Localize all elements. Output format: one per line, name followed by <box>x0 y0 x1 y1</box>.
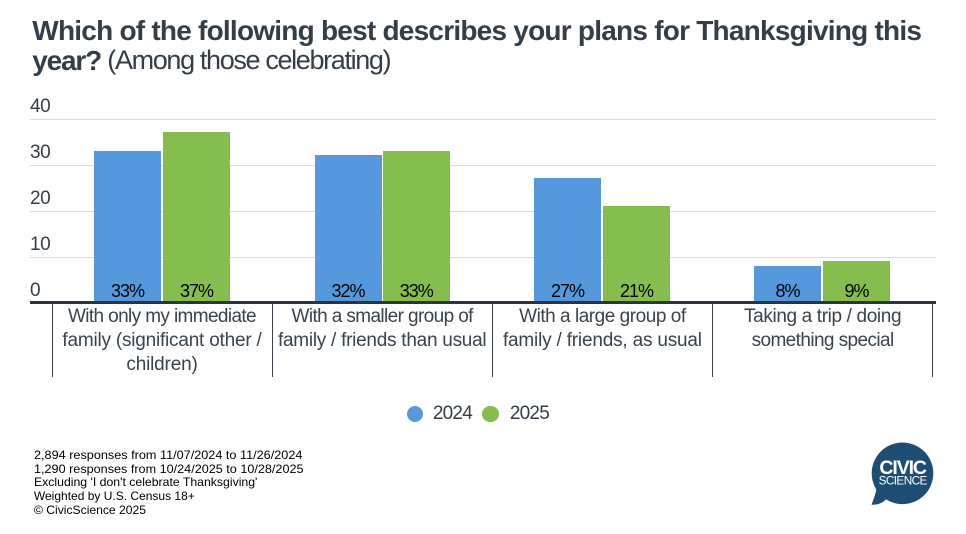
svg-text:SCIENCE: SCIENCE <box>879 474 928 488</box>
svg-text:CIVIC: CIVIC <box>879 457 927 479</box>
